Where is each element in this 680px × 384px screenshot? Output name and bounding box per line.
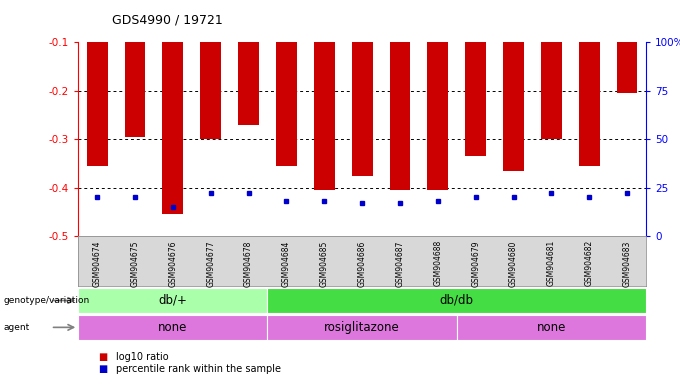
Text: GSM904677: GSM904677 xyxy=(206,240,215,286)
Bar xyxy=(314,42,335,190)
Bar xyxy=(503,42,524,171)
Text: none: none xyxy=(158,321,188,334)
Text: ■: ■ xyxy=(99,352,108,362)
Text: GSM904681: GSM904681 xyxy=(547,240,556,286)
Bar xyxy=(428,42,448,190)
Text: GSM904676: GSM904676 xyxy=(169,240,177,286)
Text: GSM904683: GSM904683 xyxy=(623,240,632,286)
Text: percentile rank within the sample: percentile rank within the sample xyxy=(116,364,281,374)
Text: GSM904682: GSM904682 xyxy=(585,240,594,286)
Text: log10 ratio: log10 ratio xyxy=(116,352,168,362)
Text: GSM904675: GSM904675 xyxy=(131,240,139,286)
Bar xyxy=(352,42,373,175)
Text: GSM904687: GSM904687 xyxy=(396,240,405,286)
Bar xyxy=(579,42,600,166)
Text: GSM904674: GSM904674 xyxy=(92,240,101,286)
Bar xyxy=(87,42,107,166)
Text: none: none xyxy=(537,321,566,334)
Bar xyxy=(78,288,267,313)
Text: GDS4990 / 19721: GDS4990 / 19721 xyxy=(112,14,223,27)
Bar xyxy=(238,42,259,125)
Bar xyxy=(465,42,486,156)
Text: GSM904678: GSM904678 xyxy=(244,240,253,286)
Bar xyxy=(541,42,562,139)
Bar xyxy=(124,42,146,137)
Text: GSM904688: GSM904688 xyxy=(433,240,442,286)
Text: GSM904684: GSM904684 xyxy=(282,240,291,286)
Text: db/db: db/db xyxy=(440,294,474,307)
Bar xyxy=(390,42,410,190)
Text: GSM904686: GSM904686 xyxy=(358,240,367,286)
Text: rosiglitazone: rosiglitazone xyxy=(324,321,400,334)
Bar xyxy=(267,288,646,313)
Bar xyxy=(201,42,221,139)
Text: GSM904680: GSM904680 xyxy=(509,240,518,286)
Bar xyxy=(276,42,296,166)
Bar xyxy=(617,42,637,93)
Text: GSM904679: GSM904679 xyxy=(471,240,480,286)
Text: ■: ■ xyxy=(99,364,108,374)
Bar xyxy=(78,315,267,340)
Text: genotype/variation: genotype/variation xyxy=(3,296,90,305)
Bar xyxy=(267,315,457,340)
Bar xyxy=(163,42,183,214)
Text: agent: agent xyxy=(3,323,30,332)
Text: GSM904685: GSM904685 xyxy=(320,240,328,286)
Bar xyxy=(457,315,646,340)
Text: db/+: db/+ xyxy=(158,294,187,307)
